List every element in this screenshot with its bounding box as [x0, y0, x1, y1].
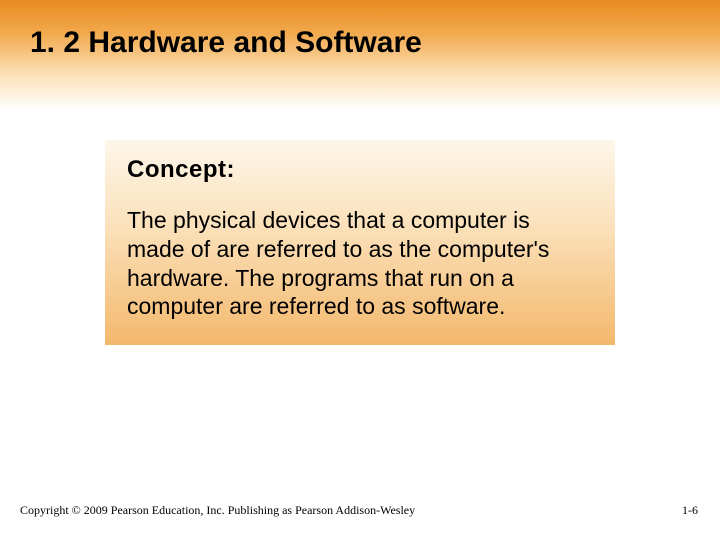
- concept-body: The physical devices that a computer is …: [127, 206, 593, 321]
- footer-copyright: Copyright © 2009 Pearson Education, Inc.…: [20, 503, 415, 518]
- concept-box: Concept: The physical devices that a com…: [105, 140, 615, 345]
- concept-label: Concept:: [127, 156, 593, 184]
- footer-page-number: 1-6: [682, 503, 698, 518]
- slide-title: 1. 2 Hardware and Software: [30, 26, 422, 60]
